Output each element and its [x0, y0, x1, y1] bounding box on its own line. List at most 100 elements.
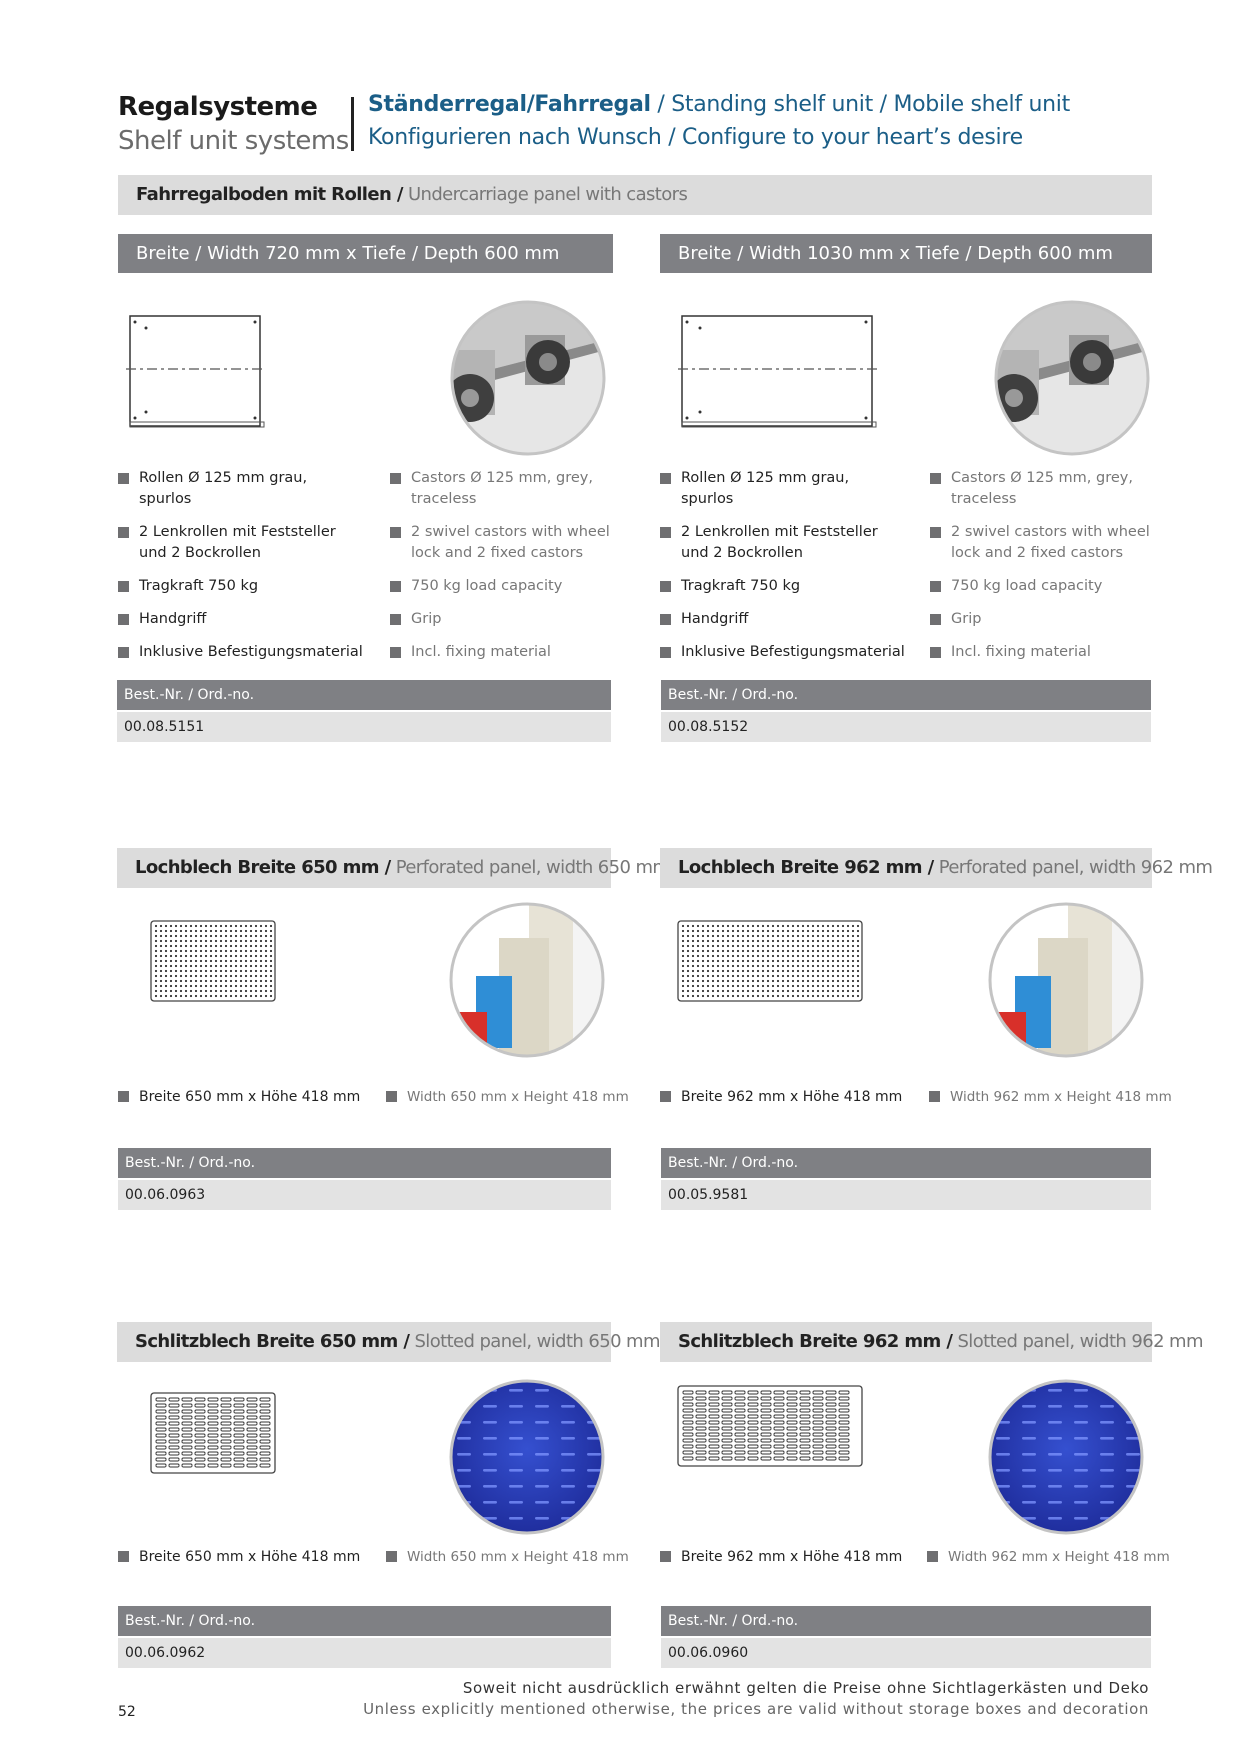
spec-en: Width 650 mm x Height 418 mm — [386, 1549, 629, 1565]
list-item: Grip — [390, 609, 620, 630]
section-title-de: Schlitzblech Breite 962 mm / — [678, 1331, 953, 1352]
list-item: Inklusive Befestigungsmaterial — [660, 642, 905, 663]
order-number: 00.06.0962 — [118, 1638, 611, 1668]
page-title: Regalsysteme — [118, 92, 318, 122]
list-item: Tragkraft 750 kg — [660, 576, 905, 597]
list-item: 2 Lenkrollen mit Feststeller und 2 Bockr… — [118, 522, 363, 564]
undercarriage-drawing — [678, 312, 878, 432]
list-item: 750 kg load capacity — [930, 576, 1160, 597]
section-title-en: Slotted panel, width 650 mm — [409, 1331, 660, 1352]
features-de: Rollen Ø 125 mm grau, spurlos 2 Lenkroll… — [660, 468, 905, 675]
section-title-perforated-962: Lochblech Breite 962 mm / Perforated pan… — [660, 848, 1213, 888]
header-tagline: Konfigurieren nach Wunsch / Configure to… — [368, 125, 1023, 150]
bullet-square-icon — [930, 527, 941, 538]
order-label: Best.-Nr. / Ord.-no. — [661, 1606, 1151, 1636]
list-item: Tragkraft 750 kg — [118, 576, 363, 597]
section-title-en: Slotted panel, width 962 mm — [952, 1331, 1203, 1352]
list-item: Incl. fixing material — [930, 642, 1160, 663]
bullet-square-icon — [118, 1091, 129, 1102]
bullet-square-icon — [660, 614, 671, 625]
bullet-square-icon — [118, 581, 129, 592]
undercarriage-drawing — [126, 312, 266, 432]
header-category-rest: / Standing shelf unit / Mobile shelf uni… — [650, 92, 1070, 117]
list-item: 2 Lenkrollen mit Feststeller und 2 Bockr… — [660, 522, 905, 564]
order-label: Best.-Nr. / Ord.-no. — [118, 1148, 611, 1178]
section-title-de: Lochblech Breite 650 mm / — [135, 857, 391, 878]
section-title-en: Undercarriage panel with castors — [402, 184, 688, 205]
list-item: Handgriff — [660, 609, 905, 630]
section-title-undercarriage: Fahrregalboden mit Rollen / Undercarriag… — [118, 175, 1152, 215]
perforated-panel-drawing — [677, 920, 863, 1002]
bullet-square-icon — [930, 581, 941, 592]
spec-en: Width 962 mm x Height 418 mm — [927, 1549, 1170, 1565]
bullet-square-icon — [660, 527, 671, 538]
features-en: Castors Ø 125 mm, grey, traceless 2 swiv… — [930, 468, 1160, 675]
section-title-en: Perforated panel, width 962 mm — [933, 857, 1213, 878]
slotted-panel-photo — [988, 1379, 1144, 1535]
bullet-square-icon — [390, 647, 401, 658]
order-number: 00.08.5151 — [117, 712, 611, 742]
header-divider — [351, 97, 354, 151]
bullet-square-icon — [930, 614, 941, 625]
slotted-panel-drawing — [677, 1385, 863, 1467]
castor-photo — [450, 300, 606, 456]
section-title-de: Schlitzblech Breite 650 mm / — [135, 1331, 410, 1352]
order-number: 00.06.0963 — [118, 1180, 611, 1210]
slotted-panel-drawing — [150, 1392, 276, 1474]
spec-en: Width 962 mm x Height 418 mm — [929, 1089, 1172, 1105]
spec-de: Breite 962 mm x Höhe 418 mm — [660, 1549, 902, 1565]
footer-note-en: Unless explicitly mentioned otherwise, t… — [363, 1700, 1149, 1718]
section-title-slotted-650: Schlitzblech Breite 650 mm / Slotted pan… — [117, 1322, 661, 1362]
list-item: Rollen Ø 125 mm grau, spurlos — [660, 468, 905, 510]
list-item: Inklusive Befestigungsmaterial — [118, 642, 363, 663]
dimension-bar: Breite / Width 720 mm x Tiefe / Depth 60… — [118, 234, 613, 273]
header-category: Ständerregal/Fahrregal / Standing shelf … — [368, 92, 1070, 117]
bullet-square-icon — [390, 614, 401, 625]
perforated-panel-photo — [449, 902, 605, 1058]
bullet-square-icon — [927, 1551, 938, 1562]
bullet-square-icon — [660, 647, 671, 658]
spec-de: Breite 650 mm x Höhe 418 mm — [118, 1089, 360, 1105]
spec-en: Width 650 mm x Height 418 mm — [386, 1089, 629, 1105]
list-item: Handgriff — [118, 609, 363, 630]
list-item: Incl. fixing material — [390, 642, 620, 663]
list-item: Castors Ø 125 mm, grey, traceless — [930, 468, 1160, 510]
bullet-square-icon — [118, 473, 129, 484]
spec-de: Breite 962 mm x Höhe 418 mm — [660, 1089, 902, 1105]
order-number: 00.06.0960 — [661, 1638, 1151, 1668]
bullet-square-icon — [660, 581, 671, 592]
bullet-square-icon — [929, 1091, 940, 1102]
order-label: Best.-Nr. / Ord.-no. — [117, 680, 611, 710]
bullet-square-icon — [660, 473, 671, 484]
section-title-de: Lochblech Breite 962 mm / — [678, 857, 934, 878]
section-title-en: Perforated panel, width 650 mm — [390, 857, 670, 878]
header-category-bold: Ständerregal/Fahrregal — [368, 92, 651, 117]
bullet-square-icon — [386, 1551, 397, 1562]
order-label: Best.-Nr. / Ord.-no. — [661, 680, 1151, 710]
dimension-bar: Breite / Width 1030 mm x Tiefe / Depth 6… — [660, 234, 1152, 273]
page-subtitle: Shelf unit systems — [118, 126, 349, 156]
features-de: Rollen Ø 125 mm grau, spurlos 2 Lenkroll… — [118, 468, 363, 675]
bullet-square-icon — [390, 473, 401, 484]
page-number: 52 — [118, 1704, 136, 1720]
bullet-square-icon — [118, 1551, 129, 1562]
section-title-slotted-962: Schlitzblech Breite 962 mm / Slotted pan… — [660, 1322, 1204, 1362]
slotted-panel-photo — [449, 1379, 605, 1535]
order-label: Best.-Nr. / Ord.-no. — [661, 1148, 1151, 1178]
section-title-de: Fahrregalboden mit Rollen / — [136, 184, 403, 205]
bullet-square-icon — [118, 614, 129, 625]
list-item: Grip — [930, 609, 1160, 630]
bullet-square-icon — [390, 527, 401, 538]
bullet-square-icon — [660, 1551, 671, 1562]
section-title-perforated-650: Lochblech Breite 650 mm / Perforated pan… — [117, 848, 670, 888]
list-item: 750 kg load capacity — [390, 576, 620, 597]
bullet-square-icon — [660, 1091, 671, 1102]
order-label: Best.-Nr. / Ord.-no. — [118, 1606, 611, 1636]
bullet-square-icon — [118, 647, 129, 658]
footer-note-de: Soweit nicht ausdrücklich erwähnt gelten… — [462, 1679, 1149, 1697]
castor-photo — [994, 300, 1150, 456]
bullet-square-icon — [930, 647, 941, 658]
spec-de: Breite 650 mm x Höhe 418 mm — [118, 1549, 360, 1565]
features-en: Castors Ø 125 mm, grey, traceless 2 swiv… — [390, 468, 620, 675]
perforated-panel-drawing — [150, 920, 276, 1002]
